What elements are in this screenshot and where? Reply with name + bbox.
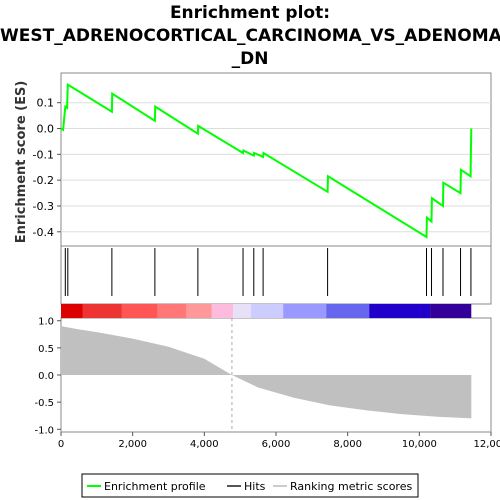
legend-hits-label: Hits bbox=[244, 480, 266, 493]
x-tick-label: 2,000 bbox=[118, 439, 147, 450]
es-y-tick-label: -0.4 bbox=[33, 226, 54, 239]
legend-enrichment-label: Enrichment profile bbox=[104, 480, 206, 493]
x-tick-label: 12,000 bbox=[474, 439, 500, 450]
metric-y-tick-label: 0.5 bbox=[38, 344, 54, 355]
enrichment-profile-line bbox=[60, 82, 473, 239]
chart-title-line-1: Enrichment plot: bbox=[169, 3, 331, 23]
color-bar-segment bbox=[430, 304, 472, 318]
es-y-ticks: 0.1 0.0 -0.1 -0.2 -0.3 -0.4 bbox=[33, 97, 61, 239]
hits-rug bbox=[64, 248, 472, 296]
es-y-axis-label: Enrichment score (ES) bbox=[14, 81, 29, 244]
metric-y-tick-label: 1.0 bbox=[38, 317, 54, 328]
chart-title: Enrichment plot: WEST_ADRENOCORTICAL_CAR… bbox=[0, 2, 500, 71]
chart-title-line-3: _DN bbox=[231, 49, 269, 69]
es-y-tick-label: 0.1 bbox=[37, 97, 55, 110]
chart-title-line-2: WEST_ADRENOCORTICAL_CARCINOMA_VS_ADENOMA bbox=[0, 26, 500, 46]
color-bar-segment bbox=[211, 304, 233, 318]
metric-y-ticks: 1.0 0.5 0.0 -0.5 -1.0 bbox=[34, 317, 61, 436]
es-y-tick-label: -0.3 bbox=[33, 200, 54, 213]
x-ticks: 0 2,000 4,000 6,000 8,000 10,000 12,000 bbox=[58, 432, 500, 450]
color-bar-segment bbox=[186, 304, 212, 318]
x-tick-label: 6,000 bbox=[262, 439, 291, 450]
es-y-tick-label: -0.2 bbox=[33, 174, 54, 187]
x-tick-label: 0 bbox=[58, 439, 64, 450]
es-y-tick-label: -0.1 bbox=[33, 148, 54, 161]
color-bar-segment bbox=[369, 304, 431, 318]
legend-box bbox=[81, 473, 419, 498]
x-tick-label: 8,000 bbox=[333, 439, 362, 450]
ranked-metric-area bbox=[61, 326, 472, 419]
metric-y-tick-label: -1.0 bbox=[34, 425, 54, 436]
color-bar-segment bbox=[233, 304, 251, 318]
legend-metric-label: Ranking metric scores bbox=[290, 480, 412, 493]
color-bar-segment bbox=[157, 304, 187, 318]
color-bar-segment bbox=[283, 304, 327, 318]
es-gridlines bbox=[61, 102, 491, 233]
color-bar-segment bbox=[326, 304, 370, 318]
color-bar-segment bbox=[250, 304, 284, 318]
metric-y-tick-label: 0.0 bbox=[38, 371, 54, 382]
color-bar-segment bbox=[121, 304, 158, 318]
x-tick-label: 4,000 bbox=[190, 439, 219, 450]
ranking-color-bar bbox=[61, 304, 472, 318]
color-bar-segment bbox=[82, 304, 122, 318]
x-tick-label: 10,000 bbox=[402, 439, 437, 450]
es-y-tick-label: 0.0 bbox=[37, 123, 55, 136]
metric-y-tick-label: -0.5 bbox=[34, 398, 54, 409]
color-bar-segment bbox=[61, 304, 83, 318]
